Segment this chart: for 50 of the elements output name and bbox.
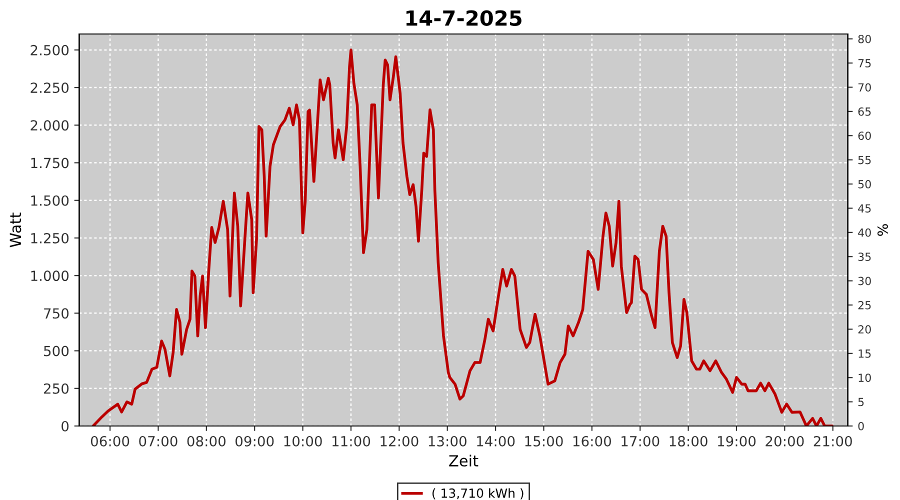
y-tick-label: 2.250 (30, 82, 69, 94)
y2-tick-label: 80 (858, 34, 871, 44)
x-tick-label: 14:00 (477, 436, 515, 446)
y-tick-label: 1.000 (31, 270, 69, 282)
y2-tick-label: 55 (858, 156, 871, 164)
x-tick-label: 15:00 (525, 436, 563, 446)
x-tick-label: 06:00 (90, 436, 130, 446)
y-tick-label: 250 (44, 383, 69, 394)
y-tick-label: 1.500 (31, 195, 69, 206)
y2-tick-label: 65 (858, 107, 871, 116)
x-tick-label: 19:00 (718, 436, 756, 446)
x-tick-label: 17:00 (622, 436, 660, 446)
y2-tick-label: 25 (858, 300, 871, 310)
x-tick-label: 10:00 (284, 436, 322, 446)
y2-tick-label: 15 (858, 350, 871, 358)
y2-tick-label: 50 (858, 180, 871, 188)
y2-tick-label: 75 (858, 59, 871, 68)
x-axis-title: Zeit (449, 454, 478, 467)
y2-tick-label: 40 (858, 228, 871, 237)
y2-tick-label: 70 (858, 83, 871, 92)
y2-axis-title: % (877, 224, 888, 236)
y-tick-label: 1.750 (31, 158, 69, 168)
x-tick-label: 16:00 (573, 436, 612, 446)
x-tick-label: 13:00 (428, 436, 466, 446)
x-tick-label: 12:00 (380, 436, 418, 446)
x-tick-label: 11:00 (332, 436, 370, 446)
line-series (92, 48, 834, 426)
y-axis-title: Watt (10, 212, 22, 248)
y2-tick-label: 45 (858, 204, 871, 213)
x-tick-label: 18:00 (670, 436, 708, 446)
y-tick-label: 750 (44, 308, 69, 319)
y2-tick-label: 35 (858, 252, 871, 261)
y2-tick-label: 5 (858, 398, 864, 406)
y-tick-label: 2.500 (30, 44, 69, 56)
x-tick-label: 08:00 (187, 436, 226, 446)
legend-label: ( 13,710 kWh ) (432, 488, 524, 500)
y-tick-label: 1.250 (31, 232, 69, 244)
x-tick-label: 21:00 (814, 436, 852, 446)
y-tick-label: 2.000 (30, 120, 69, 131)
chart-title: 14-7-2025 (406, 10, 522, 26)
x-tick-label: 20:00 (766, 436, 804, 446)
y-tick-label: 500 (44, 346, 69, 356)
y-tick-label: 0 (62, 420, 69, 432)
y2-tick-label: 30 (858, 276, 871, 286)
y2-tick-label: 20 (858, 325, 871, 334)
y2-tick-label: 0 (858, 422, 864, 430)
y2-tick-label: 60 (858, 132, 871, 140)
x-tick-label: 09:00 (236, 436, 274, 446)
y2-tick-label: 10 (858, 374, 871, 382)
x-tick-label: 07:00 (139, 436, 178, 446)
